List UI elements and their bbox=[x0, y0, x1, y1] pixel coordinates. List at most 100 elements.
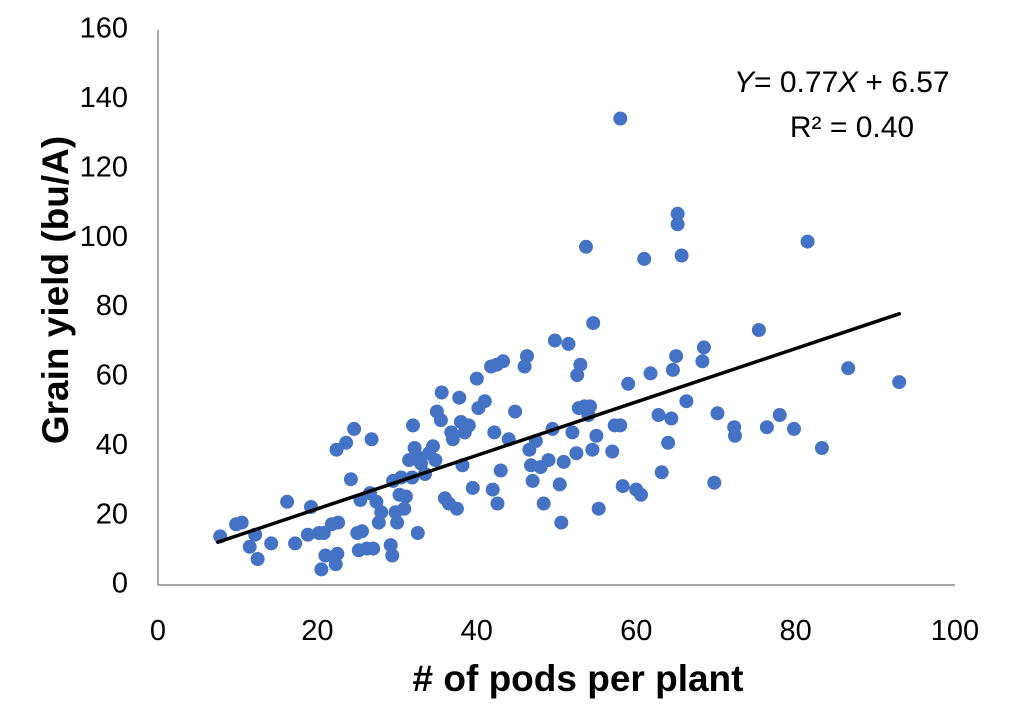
data-point bbox=[355, 524, 369, 539]
data-point bbox=[772, 408, 787, 422]
data-point bbox=[696, 340, 711, 355]
data-point bbox=[426, 439, 440, 454]
data-point bbox=[461, 418, 476, 433]
data-point bbox=[654, 465, 669, 480]
y-tick-label: 60 bbox=[96, 360, 128, 392]
data-point bbox=[525, 473, 540, 488]
data-point bbox=[369, 494, 384, 509]
data-point bbox=[585, 442, 600, 457]
equation-line: Y= 0.77 bbox=[734, 66, 838, 99]
data-point bbox=[487, 425, 502, 440]
data-point bbox=[615, 479, 630, 494]
data-point bbox=[445, 432, 460, 447]
data-point bbox=[490, 496, 505, 511]
data-point bbox=[679, 394, 694, 409]
data-point bbox=[347, 421, 362, 436]
data-point bbox=[250, 552, 265, 566]
y-tick-label: 40 bbox=[96, 429, 128, 461]
equation-y-variable: Y bbox=[734, 66, 756, 99]
data-point bbox=[434, 385, 449, 400]
y-tick-label: 20 bbox=[96, 498, 128, 530]
data-point bbox=[520, 349, 534, 364]
data-point bbox=[383, 538, 398, 553]
data-point bbox=[547, 333, 562, 348]
data-point bbox=[469, 371, 484, 386]
data-point bbox=[477, 394, 492, 409]
x-tick-label: 80 bbox=[779, 615, 811, 647]
data-point bbox=[814, 441, 829, 455]
data-point bbox=[385, 548, 400, 563]
data-point bbox=[318, 548, 333, 563]
data-point bbox=[591, 501, 606, 516]
data-point bbox=[710, 406, 725, 421]
data-point bbox=[674, 248, 689, 263]
data-point bbox=[661, 435, 676, 450]
y-tick-label: 0 bbox=[112, 568, 128, 600]
data-point bbox=[589, 428, 604, 443]
data-point bbox=[728, 428, 742, 443]
data-point bbox=[552, 477, 567, 492]
data-point bbox=[800, 234, 815, 249]
data-point bbox=[787, 421, 801, 436]
data-point bbox=[433, 413, 448, 428]
data-point bbox=[573, 357, 588, 372]
data-point bbox=[892, 375, 907, 390]
data-point bbox=[328, 557, 343, 572]
x-tick-labels: 0 20 40 60 80 100 bbox=[150, 615, 979, 647]
data-point bbox=[586, 316, 601, 331]
x-tick-label: 40 bbox=[461, 615, 493, 647]
data-points bbox=[213, 111, 907, 577]
equation-slope: = 0.77 bbox=[754, 66, 838, 99]
data-point bbox=[841, 361, 856, 376]
y-tick-label: 140 bbox=[80, 82, 128, 114]
data-point bbox=[374, 505, 389, 520]
data-point bbox=[314, 562, 329, 577]
data-point bbox=[751, 323, 766, 337]
data-point bbox=[449, 501, 464, 516]
data-point bbox=[366, 541, 381, 556]
data-point bbox=[605, 444, 620, 459]
data-point bbox=[707, 475, 722, 490]
trendline bbox=[216, 312, 901, 544]
data-point bbox=[242, 539, 257, 554]
data-point bbox=[670, 217, 685, 232]
data-point bbox=[613, 418, 628, 433]
data-point bbox=[643, 366, 658, 381]
y-tick-label: 160 bbox=[80, 13, 128, 45]
y-axis-title: Grain yield (bu/A) bbox=[35, 136, 76, 444]
data-point bbox=[465, 480, 480, 495]
data-point bbox=[343, 472, 358, 487]
data-point bbox=[561, 336, 576, 351]
x-tick-label: 60 bbox=[620, 615, 652, 647]
data-point bbox=[485, 482, 500, 497]
data-point bbox=[390, 515, 405, 530]
y-tick-labels: 0 20 40 60 80 100 120 140 160 bbox=[80, 13, 128, 600]
data-point bbox=[583, 399, 597, 414]
r-squared-label: R² = 0.40 bbox=[790, 111, 914, 144]
data-point bbox=[664, 411, 679, 426]
data-point bbox=[398, 489, 413, 504]
x-tick-label: 20 bbox=[301, 615, 333, 647]
data-point bbox=[695, 354, 710, 369]
data-point bbox=[670, 206, 685, 221]
data-point bbox=[428, 453, 443, 468]
data-point bbox=[556, 454, 571, 469]
data-point bbox=[406, 418, 420, 433]
data-point bbox=[493, 463, 508, 478]
data-point bbox=[331, 515, 346, 530]
data-point bbox=[452, 390, 467, 405]
axes-group bbox=[157, 30, 955, 586]
data-point bbox=[300, 527, 315, 542]
data-point bbox=[669, 349, 684, 364]
data-point bbox=[339, 435, 354, 450]
data-point bbox=[554, 515, 569, 530]
data-point bbox=[621, 376, 636, 391]
data-point bbox=[264, 536, 279, 551]
data-point bbox=[280, 494, 295, 509]
data-point bbox=[651, 408, 666, 422]
data-point bbox=[634, 487, 648, 502]
data-point bbox=[288, 536, 303, 551]
data-point bbox=[397, 501, 412, 516]
x-tick-label: 0 bbox=[150, 615, 166, 647]
